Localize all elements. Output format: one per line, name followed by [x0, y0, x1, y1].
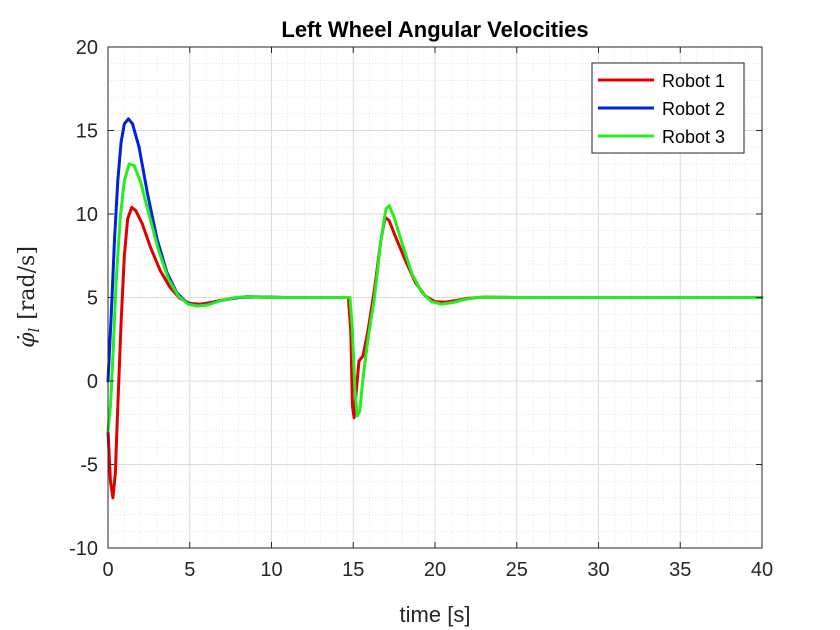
y-tick-labels: -10 -5 0 5 10 15 20 [69, 37, 98, 560]
x-tick-label: 35 [669, 559, 691, 581]
legend-label: Robot 3 [662, 127, 725, 147]
y-axis-subscript: l [25, 328, 43, 333]
tick-marks [107, 46, 763, 549]
x-tick-label: 10 [260, 559, 282, 581]
legend-label: Robot 1 [662, 71, 725, 91]
x-tick-labels: 0 5 10 15 20 25 30 35 40 [102, 559, 773, 581]
x-tick-label: 40 [751, 559, 773, 581]
y-tick-label: -5 [80, 455, 98, 477]
legend: Robot 1 Robot 2 Robot 3 [591, 62, 745, 154]
legend-label: Robot 2 [662, 99, 725, 119]
y-tick-label: -10 [69, 538, 98, 560]
x-tick-label: 20 [424, 559, 446, 581]
x-axis-label: time [s] [400, 602, 471, 627]
x-tick-label: 25 [506, 559, 528, 581]
x-tick-label: 5 [184, 559, 195, 581]
series-group [106, 117, 764, 500]
series-line-robot-3 [106, 162, 764, 433]
y-axis-symbol: φ̇ [15, 332, 40, 348]
y-tick-label: 0 [87, 371, 98, 393]
y-axis-label: φ̇l [rad/s] [15, 246, 43, 348]
svg-text:φ̇l[rad/s]: φ̇l [rad/s] [15, 246, 43, 348]
y-tick-label: 20 [76, 37, 98, 59]
legend-items: Robot 1 Robot 2 Robot 3 [598, 71, 725, 147]
x-tick-label: 0 [102, 559, 113, 581]
y-tick-label: 15 [76, 121, 98, 143]
y-tick-label: 5 [87, 288, 98, 310]
y-axis-unit: [rad/s] [15, 246, 40, 320]
x-tick-label: 30 [587, 559, 609, 581]
chart-title: Left Wheel Angular Velocities [281, 17, 588, 42]
y-tick-label: 10 [76, 204, 98, 226]
x-tick-label: 15 [342, 559, 364, 581]
